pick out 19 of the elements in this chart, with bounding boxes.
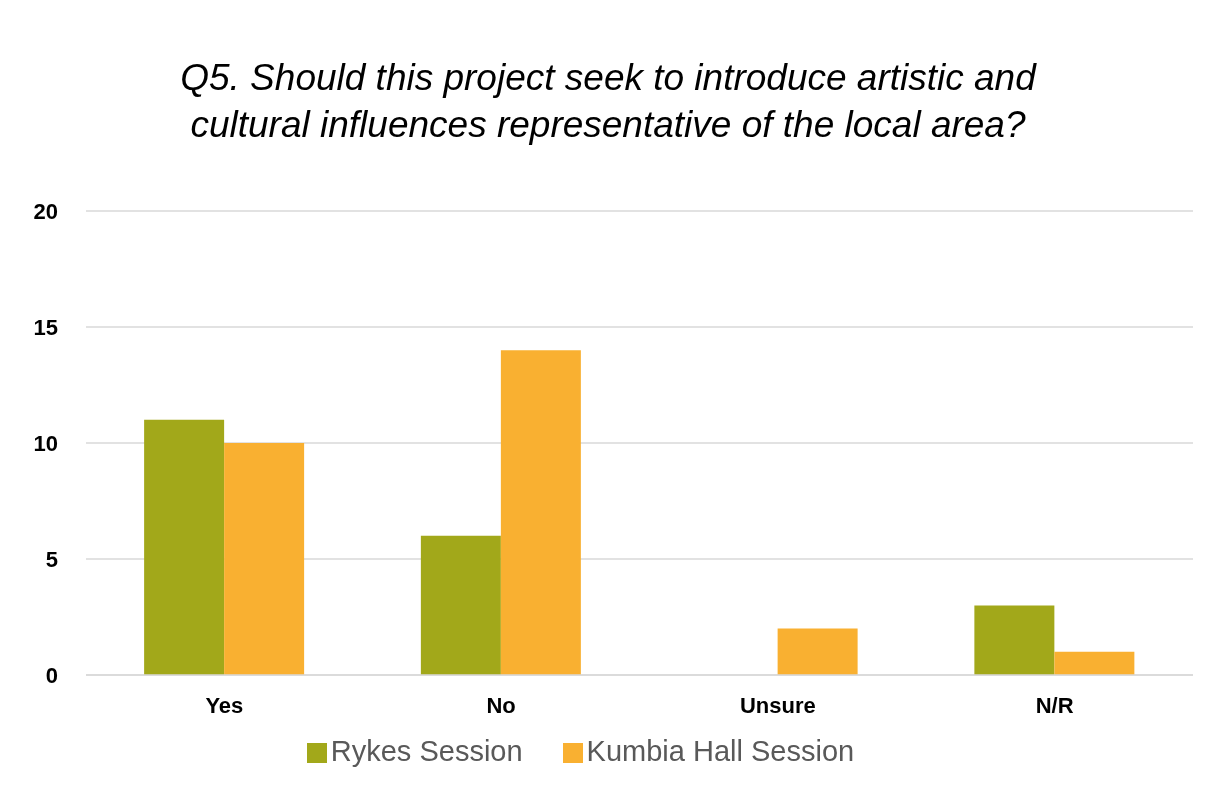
chart-title: Q5. Should this project seek to introduce artistic and cultural influences representative of the local area? [179,55,1038,147]
bar [777,628,858,675]
bar [420,535,501,675]
y-tick-label: 20 [33,198,58,224]
legend-label: Rykes Session [330,735,523,767]
x-tick-label: Yes [205,692,244,718]
y-tick-label: 10 [33,430,58,456]
bar [500,350,581,675]
y-tick-label: 0 [45,662,58,688]
y-tick-label: 5 [45,546,58,572]
x-tick-label: Unsure [739,692,816,718]
legend-label: Kumbia Hall Session [586,735,855,767]
bar [144,419,225,675]
y-tick-label: 15 [33,314,58,340]
bar [974,605,1055,675]
x-tick-label: N/R [1035,692,1074,718]
bar [224,443,305,675]
bar [1054,651,1135,675]
x-tick-label: No [486,692,516,718]
